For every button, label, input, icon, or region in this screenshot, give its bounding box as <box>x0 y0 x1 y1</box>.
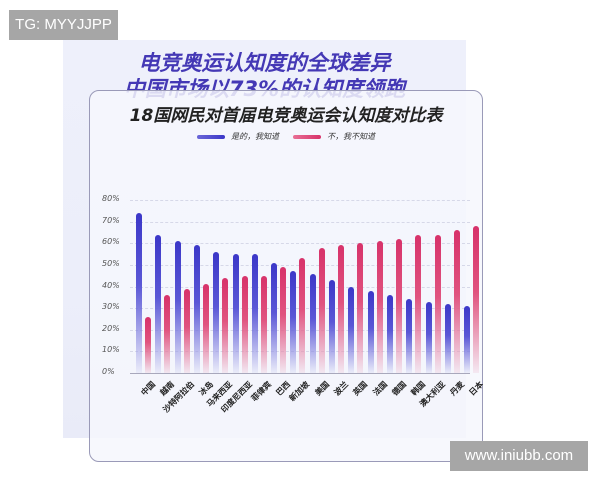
bar-yes <box>309 273 316 373</box>
legend-swatch-yes <box>197 134 225 139</box>
bar-yes <box>329 280 335 373</box>
bar-yes <box>174 241 181 373</box>
y-tick-label: 20% <box>102 323 120 333</box>
x-category-label: 日本 <box>467 379 486 398</box>
x-category-label: 丹麦 <box>448 379 466 398</box>
y-tick-label: 60% <box>102 237 120 247</box>
watermark-bottom-right: www.iniubb.com <box>450 441 588 471</box>
bar-yes <box>367 290 374 373</box>
bar-no <box>453 230 460 373</box>
bar-no <box>222 277 229 373</box>
x-category-label: 英国 <box>351 379 370 398</box>
bar-yes <box>444 303 451 373</box>
bar-yes <box>232 254 239 373</box>
headline-line-1: 电竞奥运认知度的全球差异 <box>138 51 391 75</box>
bar-no <box>280 267 287 373</box>
infographic-poster: 电竞奥运认知度的全球差异 中国市场以73%的认知度领跑 18国网民对首届电竞奥运… <box>63 40 485 462</box>
bar-no <box>164 295 171 373</box>
bar-no <box>202 284 209 373</box>
x-category-label: 新加坡 <box>288 379 312 404</box>
legend-label-yes: 是的，我知道 <box>231 132 279 141</box>
bar-yes <box>464 305 471 373</box>
bar-yes <box>290 271 297 373</box>
y-tick-label: 40% <box>102 280 120 290</box>
bar-no <box>318 247 325 373</box>
legend-item-yes: 是的，我知道 <box>197 131 279 142</box>
bar-yes <box>406 299 413 373</box>
x-category-label: 波兰 <box>332 379 351 398</box>
bar-no <box>376 241 383 373</box>
bar-yes <box>386 295 393 373</box>
bar-yes <box>425 301 432 373</box>
y-tick-label: 30% <box>102 302 120 312</box>
bar-yes <box>193 245 200 373</box>
bar-no <box>260 275 267 373</box>
chart-title: 18国网民对首届电竞奥运会认知度对比表 <box>129 106 443 126</box>
gridline <box>130 221 470 223</box>
y-tick-label: 10% <box>102 345 120 355</box>
x-axis-line <box>130 373 470 374</box>
legend-swatch-no <box>293 134 321 139</box>
bar-yes <box>348 286 355 373</box>
gridline <box>130 200 470 201</box>
bar-no <box>415 234 422 373</box>
bar-no <box>183 288 190 373</box>
bar-no <box>299 258 306 373</box>
y-tick-label: 50% <box>102 258 120 268</box>
x-category-label: 中国 <box>139 379 158 398</box>
bar-no <box>357 243 364 373</box>
bar-yes <box>251 254 258 373</box>
y-tick-label: 0% <box>102 367 115 376</box>
y-tick-label: 80% <box>102 194 120 203</box>
bar-no <box>395 238 402 373</box>
legend-label-no: 不，我不知道 <box>327 132 375 141</box>
x-category-label: 菲律宾 <box>249 379 273 404</box>
legend-item-no: 不，我不知道 <box>293 131 375 142</box>
plot-area: 0% 10% 20% 30% 40% 50% 60% 70% 80% 中国 越南 沙特阿拉伯 冰岛 马来西… <box>90 91 485 461</box>
watermark-top-left: TG: MYYJJPP <box>9 10 118 40</box>
y-tick-label: 70% <box>102 215 120 225</box>
bar-no <box>338 245 344 373</box>
bar-yes <box>213 251 220 373</box>
chart-legend: 是的，我知道 不，我不知道 <box>90 131 482 142</box>
x-category-label: 德国 <box>390 379 408 398</box>
bar-no <box>473 225 480 373</box>
x-category-label: 美国 <box>313 379 331 398</box>
headline: 电竞奥运认知度的全球差异 中国市场以73%的认知度领跑 <box>63 50 466 102</box>
chart-card: 18国网民对首届电竞奥运会认知度对比表 是的，我知道 不，我不知道 0% 10% 2… <box>89 90 485 462</box>
x-category-label: 法国 <box>371 379 389 398</box>
bar-no <box>241 275 248 373</box>
gridline <box>130 243 470 245</box>
bar-no <box>145 316 151 373</box>
bar-yes <box>155 234 162 373</box>
bar-yes <box>271 262 278 373</box>
bar-no <box>434 234 441 373</box>
bar-yes <box>136 212 142 373</box>
